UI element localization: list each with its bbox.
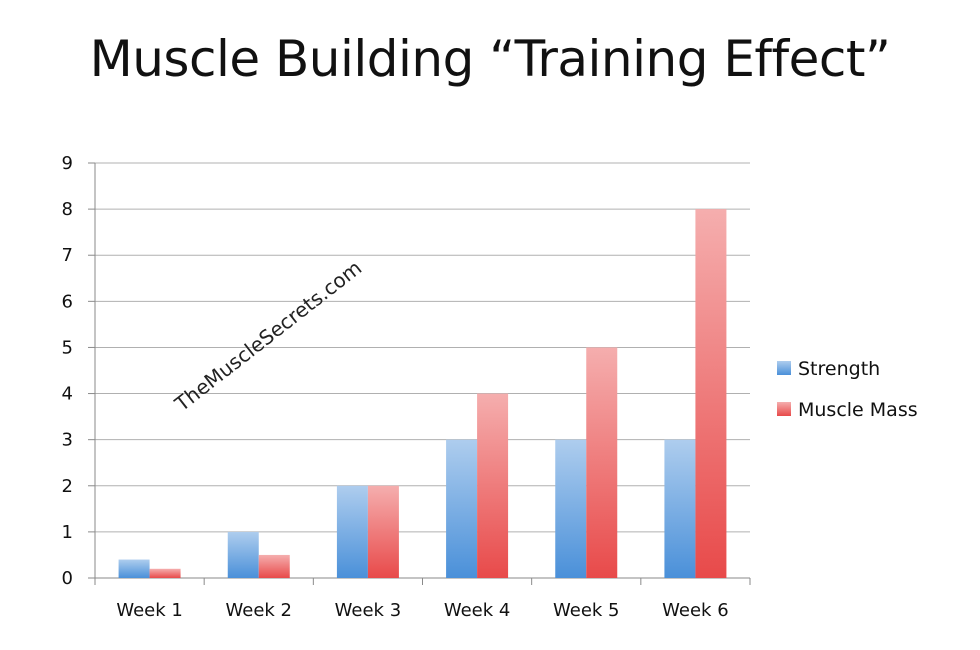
watermark-text: TheMuscleSecrets.com (170, 256, 367, 417)
bar-muscle-mass (477, 393, 509, 578)
bars (118, 209, 727, 578)
y-tick-label: 5 (62, 337, 73, 358)
y-tick-label: 6 (62, 291, 73, 312)
legend-label: Muscle Mass (798, 399, 918, 421)
bar-strength (446, 439, 478, 578)
axes (94, 163, 751, 585)
bar-muscle-mass (258, 554, 290, 578)
legend: Strength Muscle Mass (777, 358, 918, 421)
y-tick-label: 1 (62, 522, 73, 543)
bar-muscle-mass (149, 568, 181, 578)
x-tick-label: Week 3 (335, 600, 402, 621)
legend-swatch (777, 402, 791, 416)
legend-label: Strength (798, 358, 880, 380)
bar-strength (336, 485, 368, 578)
bar-strength (555, 439, 587, 578)
y-tick-label: 8 (62, 199, 73, 220)
bar-muscle-mass (695, 209, 727, 578)
x-tick-label: Week 5 (553, 600, 620, 621)
x-tick-label: Week 2 (226, 600, 293, 621)
y-tick-label: 9 (62, 153, 73, 174)
legend-swatch (777, 361, 791, 375)
bar-muscle-mass (367, 485, 399, 578)
bar-strength (227, 531, 259, 578)
bar-strength (118, 559, 150, 578)
y-tick-label: 4 (62, 384, 73, 405)
bar-muscle-mass (586, 347, 618, 578)
tick-labels: 0 1 2 3 4 5 6 7 8 9 Week 1 Week 2 Week 3 Week 4 Week 5… (62, 153, 729, 621)
x-tick-label: Week 1 (116, 600, 183, 621)
bar-strength (664, 439, 696, 578)
y-tick-label: 7 (62, 245, 73, 266)
x-tick-label: Week 4 (444, 600, 511, 621)
chart-title: Muscle Building “Training Effect” (89, 30, 891, 88)
y-tick-label: 0 (62, 568, 73, 589)
y-tick-label: 3 (62, 430, 73, 451)
x-tick-label: Week 6 (662, 600, 729, 621)
y-tick-label: 2 (62, 476, 73, 497)
gridlines (88, 162, 750, 579)
